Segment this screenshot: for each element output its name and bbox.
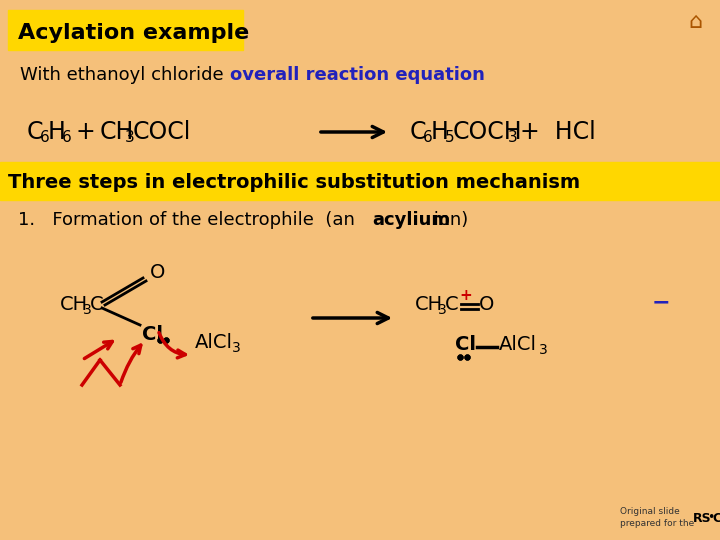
Text: 3: 3 [125, 131, 135, 145]
Text: 3: 3 [539, 343, 548, 357]
Text: C: C [712, 511, 720, 524]
Text: −: − [652, 292, 670, 312]
Text: 6: 6 [62, 131, 72, 145]
Text: C: C [90, 295, 104, 314]
FancyArrowPatch shape [121, 345, 141, 382]
Text: O: O [479, 295, 495, 314]
Text: ion): ion) [428, 211, 468, 229]
Text: O: O [150, 262, 166, 281]
Text: H: H [48, 120, 66, 144]
Text: COCH: COCH [453, 120, 523, 144]
Text: •: • [707, 511, 714, 524]
Text: 5: 5 [445, 131, 454, 145]
Text: +  HCl: + HCl [520, 120, 595, 144]
Text: +: + [459, 287, 472, 302]
Text: Cl: Cl [142, 326, 163, 345]
Text: 3: 3 [508, 131, 518, 145]
FancyBboxPatch shape [8, 10, 243, 50]
Text: RS: RS [693, 511, 711, 524]
Text: +: + [76, 120, 96, 144]
Text: AlCl: AlCl [195, 333, 233, 352]
Text: 6: 6 [40, 131, 50, 145]
Text: C: C [27, 120, 43, 144]
Text: 1.   Formation of the electrophile  (an: 1. Formation of the electrophile (an [18, 211, 361, 229]
Text: CH: CH [415, 295, 443, 314]
Text: C: C [410, 120, 426, 144]
Text: Acylation example: Acylation example [18, 23, 249, 43]
FancyBboxPatch shape [0, 162, 720, 200]
Text: CH: CH [100, 120, 135, 144]
Text: Three steps in electrophilic substitution mechanism: Three steps in electrophilic substitutio… [8, 173, 580, 192]
Text: 3: 3 [438, 303, 446, 317]
Text: acylium: acylium [372, 211, 450, 229]
Text: With ethanoyl chloride: With ethanoyl chloride [20, 66, 224, 84]
FancyArrowPatch shape [159, 333, 185, 358]
FancyArrowPatch shape [84, 341, 112, 359]
Text: H: H [431, 120, 449, 144]
Text: 3: 3 [83, 303, 91, 317]
Text: COCl: COCl [133, 120, 192, 144]
Text: ⌂: ⌂ [688, 12, 702, 32]
Text: Cl: Cl [455, 335, 476, 354]
Text: CH: CH [60, 295, 88, 314]
Text: AlCl: AlCl [499, 335, 537, 354]
Text: overall reaction equation: overall reaction equation [230, 66, 485, 84]
Text: Original slide: Original slide [620, 508, 680, 516]
Text: 6: 6 [423, 131, 433, 145]
Text: 3: 3 [232, 341, 240, 355]
Text: C: C [445, 295, 459, 314]
Text: prepared for the: prepared for the [620, 519, 694, 529]
